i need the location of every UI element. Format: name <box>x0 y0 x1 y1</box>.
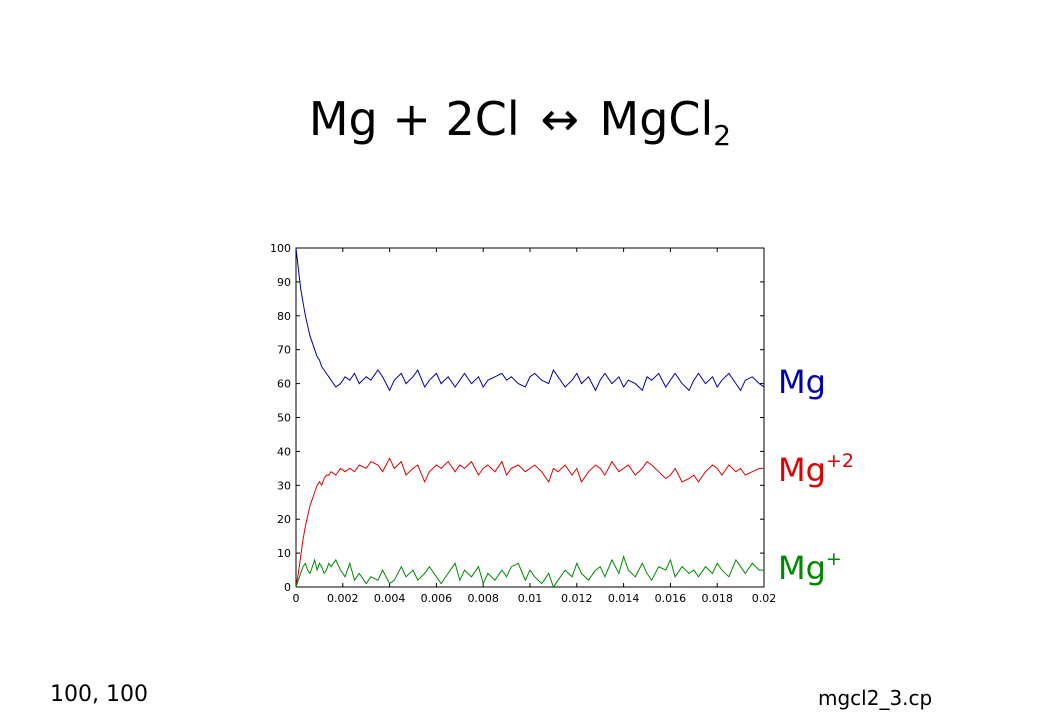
legend-label-mg-plus2-sup: +2 <box>825 450 854 472</box>
x-tick-label: 0.02 <box>752 592 777 605</box>
y-tick-label: 90 <box>277 276 291 289</box>
x-tick-label: 0.01 <box>518 592 543 605</box>
y-tick-label: 80 <box>277 310 291 323</box>
legend-label-mg-base: Mg <box>778 363 826 401</box>
y-tick-label: 10 <box>277 547 291 560</box>
x-tick-label: 0.012 <box>561 592 593 605</box>
legend-label-mg-plus2: Mg+2 <box>778 450 854 489</box>
y-tick-label: 40 <box>277 445 291 458</box>
y-tick-label: 30 <box>277 479 291 492</box>
x-tick-label: 0 <box>293 592 300 605</box>
x-tick-label: 0.018 <box>701 592 733 605</box>
plot-frame <box>295 247 765 588</box>
slide-title: Mg + 2Cl ↔ MgCl2 <box>0 92 1040 152</box>
title-product: MgCl <box>599 92 714 146</box>
y-tick-label: 50 <box>277 412 291 425</box>
legend-label-mg-plus-sup: + <box>825 548 842 570</box>
footer-parameters: 100, 100 <box>50 682 148 707</box>
chart-series <box>295 247 765 589</box>
x-tick-label: 0.016 <box>655 592 687 605</box>
y-tick-label: 0 <box>284 581 291 594</box>
x-tick-label: 0.004 <box>374 592 406 605</box>
y-tick-label: 20 <box>277 513 291 526</box>
series-line-1 <box>295 247 765 392</box>
x-tick-label: 0.008 <box>467 592 499 605</box>
legend-label-mg-plus2-base: Mg <box>778 451 826 489</box>
x-tick-label: 0.014 <box>608 592 640 605</box>
y-tick-label: 60 <box>277 378 291 391</box>
chart-axes: 0 10 20 30 40 50 60 70 80 90 100 0 0.002 0.004 0.006 0.… <box>270 242 776 605</box>
x-tick-label: 0.002 <box>327 592 359 605</box>
line-chart: 0 10 20 30 40 50 60 70 80 90 100 0 0.002 0.004 0.006 0.… <box>270 242 776 605</box>
legend-label-mg: Mg <box>778 362 826 401</box>
y-tick-label: 70 <box>277 344 291 357</box>
footer-filename: mgcl2_3.cp <box>818 686 933 710</box>
title-product-subscript: 2 <box>713 119 732 152</box>
title-reactants: Mg + 2Cl <box>308 92 520 146</box>
x-tick-label: 0.006 <box>421 592 453 605</box>
legend-label-mg-plus-base: Mg <box>778 549 826 587</box>
legend-label-mg-plus: Mg+ <box>778 548 842 587</box>
series-line-3 <box>295 554 764 589</box>
series-line-2 <box>295 457 764 588</box>
y-tick-label: 100 <box>270 242 291 255</box>
equilibrium-arrow-icon: ↔ <box>540 92 579 146</box>
